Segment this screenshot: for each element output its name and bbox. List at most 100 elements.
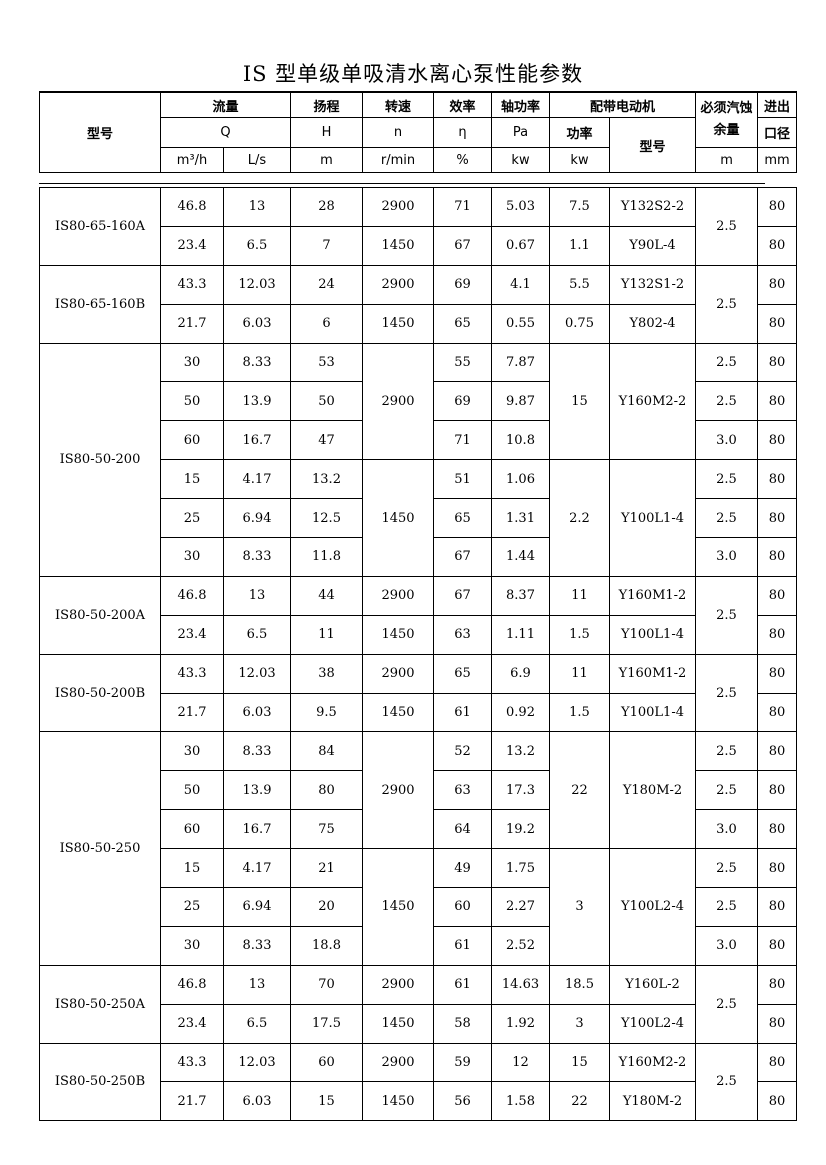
- cell-flow-ls: 13.9: [223, 770, 291, 811]
- cell-bore: 80: [757, 187, 797, 227]
- header-flow: 流量: [159, 91, 292, 118]
- cell-flow-m3h: 43.3: [160, 264, 224, 305]
- table-row: IS80-65-160A 46.8 13 28 2900 71 5.03 7.5 Y132S2-…: [39, 187, 797, 266]
- cell-npsh: 2.5: [695, 187, 758, 266]
- table-row: 21.7 6.03 15 1450 56 1.58 22 Y180M-2 80: [40, 1081, 797, 1122]
- cell-efficiency: 61: [433, 692, 492, 733]
- cell-flow-ls: 13: [223, 575, 291, 616]
- cell-motor-power: 0.75: [549, 303, 610, 344]
- cell-flow-ls: 8.33: [223, 731, 291, 772]
- header-bore-1: 进出: [757, 91, 798, 118]
- cell-motor-model: Y160M1-2: [609, 575, 696, 616]
- cell-efficiency: 52: [433, 731, 492, 772]
- cell-speed: 1450: [362, 1003, 434, 1044]
- cell-efficiency: 67: [433, 537, 492, 577]
- cell-flow-m3h: 21.7: [160, 692, 224, 733]
- table-row: IS80-50-200 30 8.33 53 2900 55 7.87 15 Y160M2-2 2…: [39, 342, 797, 577]
- table-row: 15 4.17 13.2 1450 51 1.06 2.2 Y100L1-4 2.5 80: [40, 459, 797, 577]
- cell-motor-power: 18.5: [549, 964, 610, 1005]
- table-header: 型号 流量 扬程 转速 效率 轴功率 配带电动机 必须汽蚀余量 进出 Q H n…: [39, 91, 798, 173]
- cell-head: 28: [290, 187, 363, 227]
- cell-flow-m3h: 15: [160, 459, 224, 500]
- cell-efficiency: 67: [433, 225, 492, 266]
- header-model: 型号: [39, 91, 161, 173]
- cell-efficiency: 69: [433, 381, 492, 422]
- performance-table: IS80-65-160A 46.8 13 28 2900 71 5.03 7.5 Y132S2-…: [39, 187, 797, 1122]
- cell-motor-model: Y160M2-2: [609, 342, 696, 461]
- cell-bore: 80: [757, 1003, 797, 1044]
- table-row: IS80-50-250 30 8.33 84 2900 52 13.2 22 Y180M-2 2.…: [39, 731, 797, 966]
- cell-bore: 80: [757, 459, 797, 500]
- cell-shaft-power: 12: [491, 1042, 550, 1083]
- cell-flow-m3h: 50: [160, 381, 224, 422]
- cell-speed: 1450: [362, 1081, 434, 1122]
- cell-head: 13.2: [290, 459, 363, 500]
- unit-percent: %: [433, 147, 493, 173]
- cell-flow-m3h: 15: [160, 848, 224, 889]
- cell-bore: 80: [757, 1042, 797, 1083]
- table-row: IS80-50-250B 43.3 12.03 60 2900 59 12 15 Y160M2-…: [39, 1042, 797, 1122]
- cell-efficiency: 58: [433, 1003, 492, 1044]
- cell-motor-model: Y802-4: [609, 303, 696, 344]
- cell-head: 11: [290, 614, 363, 655]
- header-shaft-power: 轴功率: [491, 91, 551, 118]
- cell-npsh: 2.5: [695, 342, 758, 383]
- table-row: 25 6.94 12.5 65 1.31 2.5 80: [40, 498, 797, 539]
- cell-flow-m3h: 60: [160, 809, 224, 850]
- cell-motor-power: 3: [549, 1003, 610, 1044]
- cell-bore: 80: [757, 925, 797, 966]
- cell-model: IS80-50-200A: [39, 575, 161, 655]
- cell-shaft-power: 0.67: [491, 225, 550, 266]
- cell-speed: 1450: [362, 848, 434, 966]
- header-motor-power: 功率: [549, 117, 611, 148]
- cell-bore: 80: [757, 575, 797, 616]
- cell-head: 53: [290, 342, 363, 383]
- cell-flow-m3h: 46.8: [160, 964, 224, 1005]
- cell-efficiency: 71: [433, 187, 492, 227]
- cell-shaft-power: 9.87: [491, 381, 550, 422]
- cell-shaft-power: 8.37: [491, 575, 550, 616]
- cell-speed: 1450: [362, 459, 434, 577]
- cell-bore: 80: [757, 848, 797, 889]
- cell-head: 50: [290, 381, 363, 422]
- cell-efficiency: 56: [433, 1081, 492, 1122]
- cell-motor-model: Y180M-2: [609, 731, 696, 850]
- cell-shaft-power: 1.58: [491, 1081, 550, 1122]
- cell-speed: 2900: [362, 964, 434, 1005]
- cell-flow-ls: 13: [223, 187, 291, 227]
- cell-bore: 80: [757, 731, 797, 772]
- cell-flow-ls: 8.33: [223, 342, 291, 383]
- unit-ls: L/s: [222, 147, 292, 173]
- cell-motor-model: Y100L2-4: [609, 1003, 696, 1044]
- cell-bore: 80: [757, 809, 797, 850]
- cell-flow-ls: 16.7: [223, 809, 291, 850]
- header-pa: Pa: [491, 117, 551, 148]
- header-speed: 转速: [362, 91, 435, 118]
- cell-motor-power: 22: [549, 1081, 610, 1122]
- cell-head: 20: [290, 887, 363, 927]
- cell-flow-m3h: 30: [160, 925, 224, 966]
- cell-motor-model: Y160M1-2: [609, 653, 696, 694]
- cell-bore: 80: [757, 225, 797, 266]
- cell-head: 80: [290, 770, 363, 811]
- cell-npsh: 2.5: [695, 381, 758, 422]
- cell-flow-m3h: 23.4: [160, 614, 224, 655]
- cell-flow-ls: 6.03: [223, 1081, 291, 1122]
- cell-flow-ls: 8.33: [223, 537, 291, 577]
- cell-npsh: 2.5: [695, 459, 758, 500]
- cell-shaft-power: 0.92: [491, 692, 550, 733]
- cell-head: 21: [290, 848, 363, 889]
- cell-motor-power: 1.1: [549, 225, 610, 266]
- cell-npsh: 2.5: [695, 653, 758, 733]
- cell-bore: 80: [757, 342, 797, 383]
- cell-flow-ls: 12.03: [223, 653, 291, 694]
- page-title: IS 型单级单吸清水离心泵性能参数: [242, 62, 584, 86]
- cell-shaft-power: 1.11: [491, 614, 550, 655]
- cell-speed: 1450: [362, 303, 434, 344]
- cell-flow-ls: 16.7: [223, 420, 291, 461]
- cell-npsh: 3.0: [695, 537, 758, 577]
- cell-flow-ls: 4.17: [223, 848, 291, 889]
- table-row: 21.7 6.03 6 1450 65 0.55 0.75 Y802-4 80: [40, 303, 797, 344]
- cell-efficiency: 61: [433, 925, 492, 966]
- header-eta: η: [433, 117, 493, 148]
